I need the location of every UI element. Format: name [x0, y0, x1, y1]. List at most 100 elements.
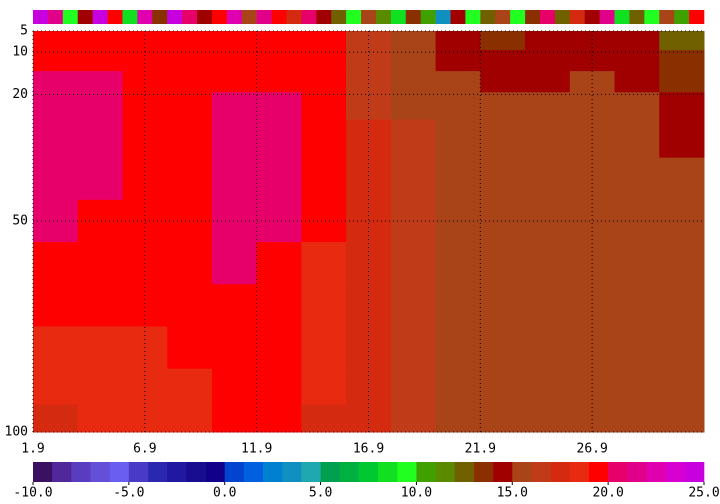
surface-segment [331, 10, 347, 24]
contour-cell [167, 119, 213, 159]
x-tick-label: 11.9 [241, 442, 272, 457]
colorbar-tick-label: -5.0 [113, 486, 144, 501]
colorbar-swatch [569, 462, 590, 482]
contour-cell [614, 404, 660, 433]
contour-cell [480, 242, 526, 285]
contour-cell [614, 368, 660, 406]
contour-cell [256, 31, 302, 51]
contour-cell [435, 157, 481, 201]
surface-segment [271, 10, 287, 24]
contour-cell [33, 49, 79, 72]
contour-cell [525, 368, 571, 406]
contour-cell [390, 31, 437, 51]
contour-cell [122, 49, 168, 72]
colorbar-swatch [186, 462, 206, 482]
contour-cell [525, 242, 571, 285]
colorbar-swatch [473, 462, 494, 482]
contour-cell [525, 284, 571, 327]
contour-cell [77, 368, 123, 406]
surface-segment [435, 10, 451, 24]
contour-cell [525, 92, 571, 121]
colorbar-swatch [224, 462, 245, 482]
surface-segment [614, 10, 630, 24]
contour-cell [346, 404, 392, 433]
contour-cell [435, 119, 481, 159]
contour-cell [167, 71, 213, 93]
colorbar-swatch [167, 462, 187, 482]
contour-cell [614, 92, 660, 121]
colorbar-swatch [397, 462, 417, 482]
colorbar-swatch [435, 462, 456, 482]
surface-segment [316, 10, 332, 24]
contour-cell [256, 119, 302, 159]
contour-cell [33, 326, 79, 370]
contour-cell [614, 49, 660, 72]
contour-cell [33, 31, 79, 51]
contour-cell [480, 284, 526, 327]
contour-cell [33, 119, 79, 159]
contour-cell [256, 326, 302, 370]
contour-cell [346, 71, 392, 93]
colorbar-swatch [493, 462, 513, 482]
contour-cell [301, 199, 347, 243]
contour-cell [480, 92, 526, 121]
x-tick-label: 26.9 [577, 442, 608, 457]
surface-segment [152, 10, 168, 24]
surface-segment [92, 10, 108, 24]
contour-cell [390, 326, 437, 370]
surface-segment [375, 10, 392, 24]
contour-cell [77, 157, 123, 201]
colorbar-swatch [52, 462, 72, 482]
contour-cell [525, 49, 571, 72]
surface-segment [674, 10, 690, 24]
contour-cell [390, 92, 437, 121]
contour-cell [77, 404, 123, 433]
colorbar-swatch [512, 462, 532, 482]
colorbar-tick-label: 0.0 [213, 486, 236, 501]
surface-segment [256, 10, 272, 24]
contour-cell [301, 368, 347, 406]
contour-cell [659, 31, 705, 51]
colorbar-swatch [378, 462, 398, 482]
surface-segment [301, 10, 317, 24]
contour-cell [435, 71, 481, 93]
contour-cell [346, 31, 392, 51]
contour-cell [167, 368, 213, 406]
colorbar-swatch [109, 462, 130, 482]
colorbar-swatch [263, 462, 283, 482]
contour-cell [256, 242, 302, 285]
contour-cell [33, 92, 79, 121]
surface-segment [525, 10, 541, 24]
contour-cell [256, 49, 302, 72]
contour-cell [211, 404, 258, 433]
contour-cell [659, 368, 705, 406]
colorbar-swatch [684, 462, 705, 482]
surface-segment [599, 10, 615, 24]
surface-segment [405, 10, 421, 24]
contour-cell [659, 71, 705, 93]
contour-cell [525, 199, 571, 243]
contour-cell [122, 31, 168, 51]
colorbar-tick-label: 5.0 [309, 486, 332, 501]
contour-cell [77, 326, 123, 370]
contour-cell [211, 49, 258, 72]
surface-segment [510, 10, 526, 24]
contour-cell [525, 119, 571, 159]
colorbar-swatch [454, 462, 475, 482]
contour-cell [569, 119, 616, 159]
contour-cell [211, 368, 258, 406]
contour-cell [256, 368, 302, 406]
colorbar-swatch [301, 462, 321, 482]
colorbar-swatch [282, 462, 302, 482]
contour-cell [346, 157, 392, 201]
contour-cell [614, 326, 660, 370]
contour-cell [614, 119, 660, 159]
contour-cell [614, 242, 660, 285]
contour-cell [390, 119, 437, 159]
contour-cell [301, 157, 347, 201]
colorbar-swatch [243, 462, 264, 482]
contour-cell [33, 242, 79, 285]
contour-cell [167, 404, 213, 433]
surface-segment [420, 10, 436, 24]
y-tick-label: 100 [5, 425, 28, 440]
